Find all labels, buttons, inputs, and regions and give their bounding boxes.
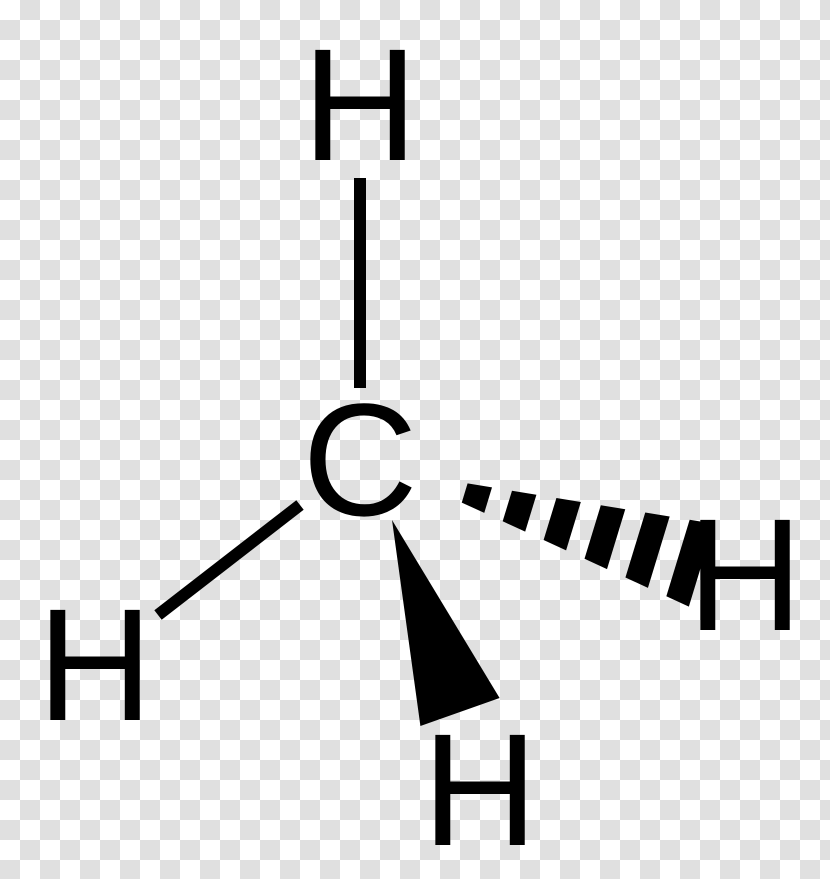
atom-hydrogen-left: H: [37, 585, 153, 745]
atom-hydrogen-right: H: [687, 495, 803, 655]
atom-hydrogen-top: H: [302, 25, 418, 185]
bond-wedge-solid: [392, 520, 500, 726]
atom-carbon: C: [302, 380, 418, 540]
bond-wedge-hashed: [462, 483, 714, 606]
atom-hydrogen-down: H: [422, 710, 538, 870]
bond-plain: [158, 505, 300, 615]
